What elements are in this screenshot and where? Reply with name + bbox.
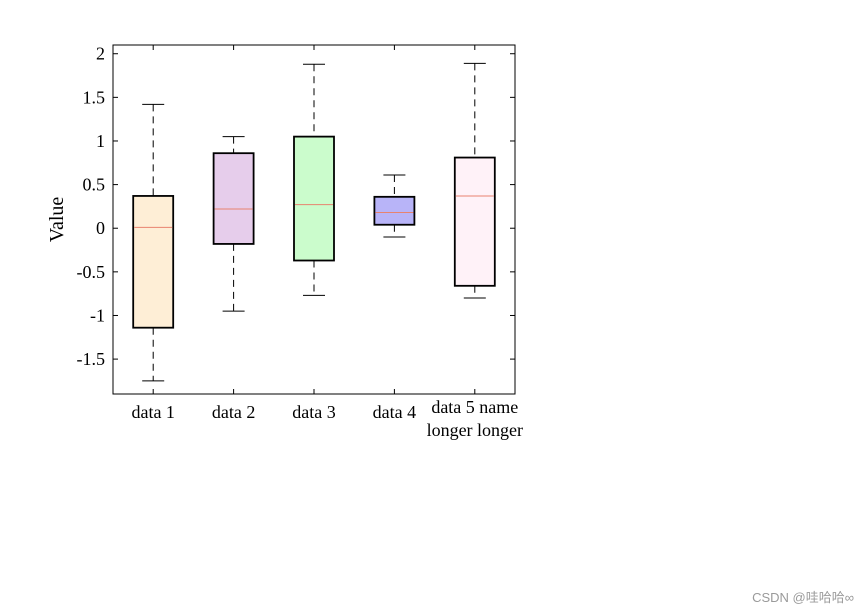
box-body bbox=[212, 152, 255, 245]
y-tick-label: 0.5 bbox=[83, 175, 106, 195]
y-tick-label: 1.5 bbox=[83, 87, 106, 107]
y-tick-label: -0.5 bbox=[77, 262, 106, 282]
x-tick-label: data 2 bbox=[212, 402, 255, 422]
box-body bbox=[132, 195, 175, 329]
y-tick-label: -1 bbox=[90, 305, 105, 325]
box-5 bbox=[453, 62, 496, 299]
x-tick-label-line: data 1 bbox=[131, 402, 174, 422]
x-tick-label-line: data 4 bbox=[373, 402, 416, 422]
y-tick-label: 0 bbox=[96, 218, 105, 238]
box-2 bbox=[212, 136, 255, 312]
y-axis-label: Value bbox=[46, 197, 68, 243]
box-4 bbox=[373, 174, 416, 238]
x-tick-label: data 4 bbox=[373, 402, 416, 422]
box-body bbox=[293, 135, 335, 262]
box-1 bbox=[132, 103, 175, 382]
y-tick-label: 1 bbox=[96, 131, 105, 151]
box-body bbox=[373, 195, 416, 226]
x-tick-label-line: data 2 bbox=[212, 402, 255, 422]
x-tick-label: data 5 name longer longer bbox=[427, 397, 523, 440]
watermark: CSDN @哇哈哈∞ bbox=[752, 590, 854, 605]
x-tick-label-line: data 5 name bbox=[431, 397, 518, 417]
x-tick-label-line: longer longer bbox=[427, 420, 523, 440]
x-tick-label-line: data 3 bbox=[292, 402, 335, 422]
box-3 bbox=[293, 63, 335, 296]
y-tick-label: 2 bbox=[96, 44, 105, 64]
y-tick-label: -1.5 bbox=[77, 349, 106, 369]
x-tick-label: data 3 bbox=[292, 402, 335, 422]
x-tick-label: data 1 bbox=[131, 402, 174, 422]
box-body bbox=[453, 156, 496, 287]
